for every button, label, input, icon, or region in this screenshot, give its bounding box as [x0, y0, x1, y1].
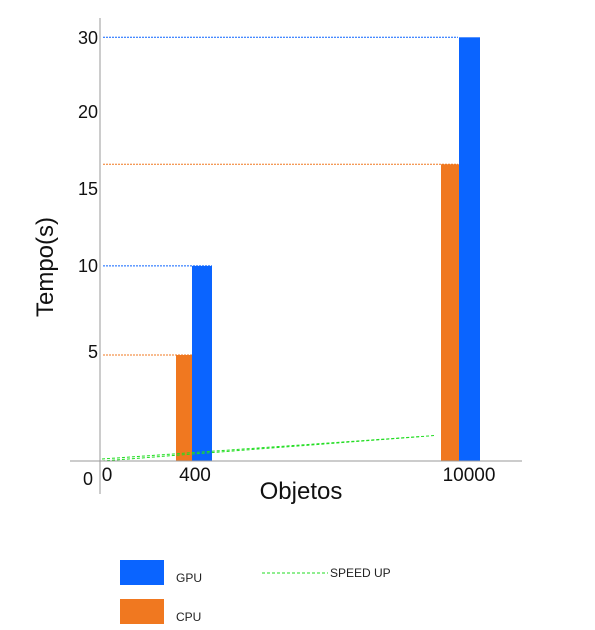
- bar-cpu-10000: [441, 164, 459, 461]
- bars: [176, 37, 480, 462]
- y-tick-label: 10: [78, 256, 98, 276]
- legend-swatch-gpu: [120, 560, 164, 585]
- y-tick-label: 20: [78, 102, 98, 122]
- y-tick-label: 15: [78, 179, 98, 199]
- x-tick-label: 10000: [443, 465, 496, 486]
- y-tick-labels: 0 5 10 15 20 30: [78, 28, 98, 489]
- legend-label-speed-up: SPEED UP: [330, 566, 391, 580]
- x-axis-label: Objetos: [260, 478, 343, 505]
- legend: GPU CPU SPEED UP: [120, 560, 391, 624]
- bar-gpu-400: [192, 265, 212, 461]
- y-tick-label: 0: [83, 469, 93, 489]
- bar-gpu-10000: [459, 37, 480, 462]
- x-tick-label: 0: [102, 465, 113, 486]
- legend-label-gpu: GPU: [176, 571, 202, 585]
- y-tick-label: 30: [78, 28, 98, 48]
- legend-swatch-cpu: [120, 599, 164, 624]
- speed-up-line-echo: [101, 436, 421, 460]
- x-tick-label: 400: [179, 465, 211, 486]
- reference-lines: [103, 36, 458, 356]
- bar-cpu-400: [176, 355, 192, 461]
- legend-label-cpu: CPU: [176, 610, 201, 624]
- x-tick-labels: 0 400 10000: [102, 465, 496, 486]
- y-tick-label: 5: [88, 342, 98, 362]
- axes: [70, 18, 522, 494]
- y-axis-label: Tempo(s): [32, 217, 59, 317]
- speed-up-series: [101, 435, 435, 462]
